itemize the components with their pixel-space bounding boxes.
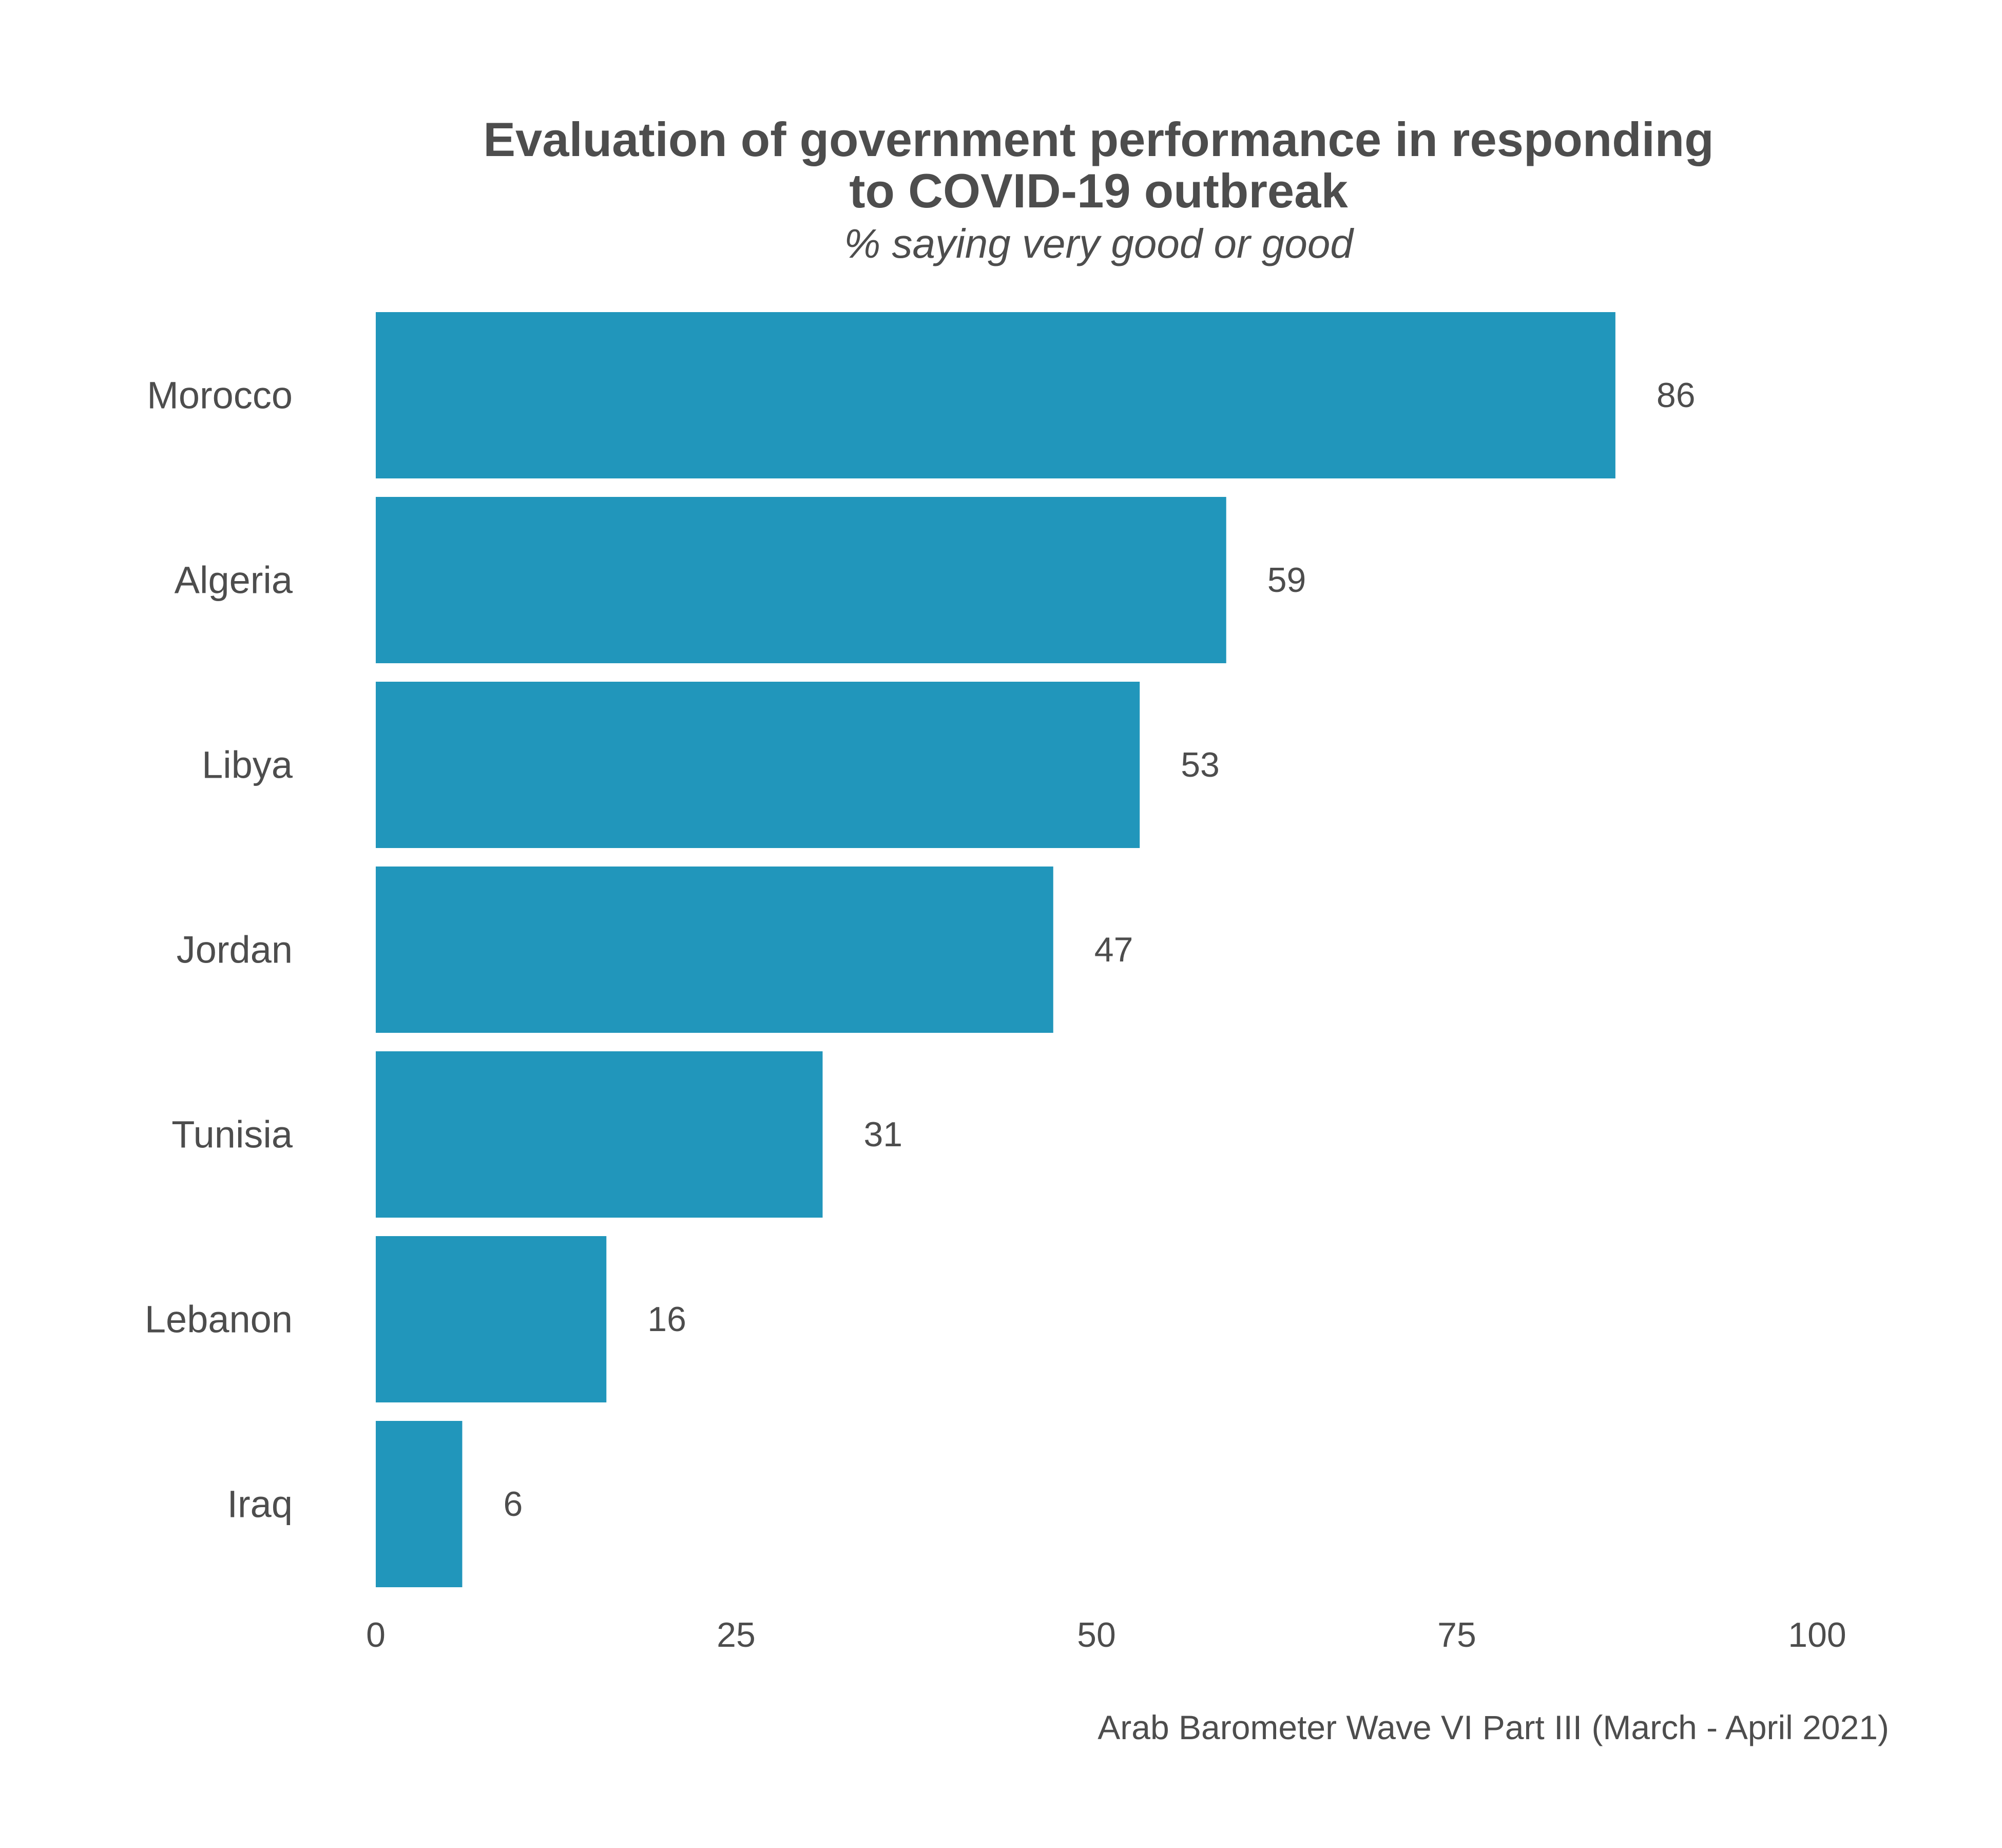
bar-tunisia [376, 1051, 823, 1218]
bar-jordan [376, 867, 1053, 1033]
x-tick-label-100: 100 [1788, 1615, 1846, 1654]
category-label-algeria: Algeria [175, 559, 293, 602]
chart-title-line-2: to COVID-19 outbreak [849, 164, 1348, 218]
category-labels-layer: Morocco Algeria Libya Jordan Tunisia Lebanon I… [145, 374, 293, 1526]
value-label-libya: 53 [1181, 745, 1220, 784]
category-label-iraq: Iraq [227, 1483, 293, 1526]
x-tick-label-75: 75 [1437, 1615, 1476, 1654]
category-label-lebanon: Lebanon [145, 1298, 293, 1341]
bar-algeria [376, 497, 1226, 663]
category-label-libya: Libya [202, 744, 293, 786]
x-tick-label-50: 50 [1077, 1615, 1116, 1654]
bar-libya [376, 682, 1140, 848]
value-labels-layer: 86 59 53 47 31 16 6 [503, 376, 1695, 1524]
chart-title-line-1: Evaluation of government performance in … [483, 112, 1714, 166]
chart-subtitle: % saying very good or good [844, 221, 1353, 266]
x-tick-label-0: 0 [366, 1615, 386, 1654]
bar-iraq [376, 1421, 463, 1587]
bar-lebanon [376, 1236, 607, 1402]
value-label-tunisia: 31 [863, 1115, 902, 1154]
x-axis: 0 25 50 75 100 [366, 1615, 1846, 1654]
source-caption: Arab Barometer Wave VI Part III (March -… [1098, 1708, 1889, 1746]
value-label-lebanon: 16 [647, 1300, 686, 1339]
category-label-jordan: Jordan [177, 929, 293, 971]
value-label-algeria: 59 [1267, 561, 1306, 600]
x-tick-label-25: 25 [717, 1615, 756, 1654]
category-label-tunisia: Tunisia [171, 1113, 293, 1156]
category-label-morocco: Morocco [147, 374, 293, 417]
value-label-iraq: 6 [503, 1485, 523, 1524]
bar-morocco [376, 312, 1615, 478]
value-label-jordan: 47 [1094, 930, 1133, 969]
bars-layer [376, 312, 1615, 1587]
value-label-morocco: 86 [1657, 376, 1696, 415]
